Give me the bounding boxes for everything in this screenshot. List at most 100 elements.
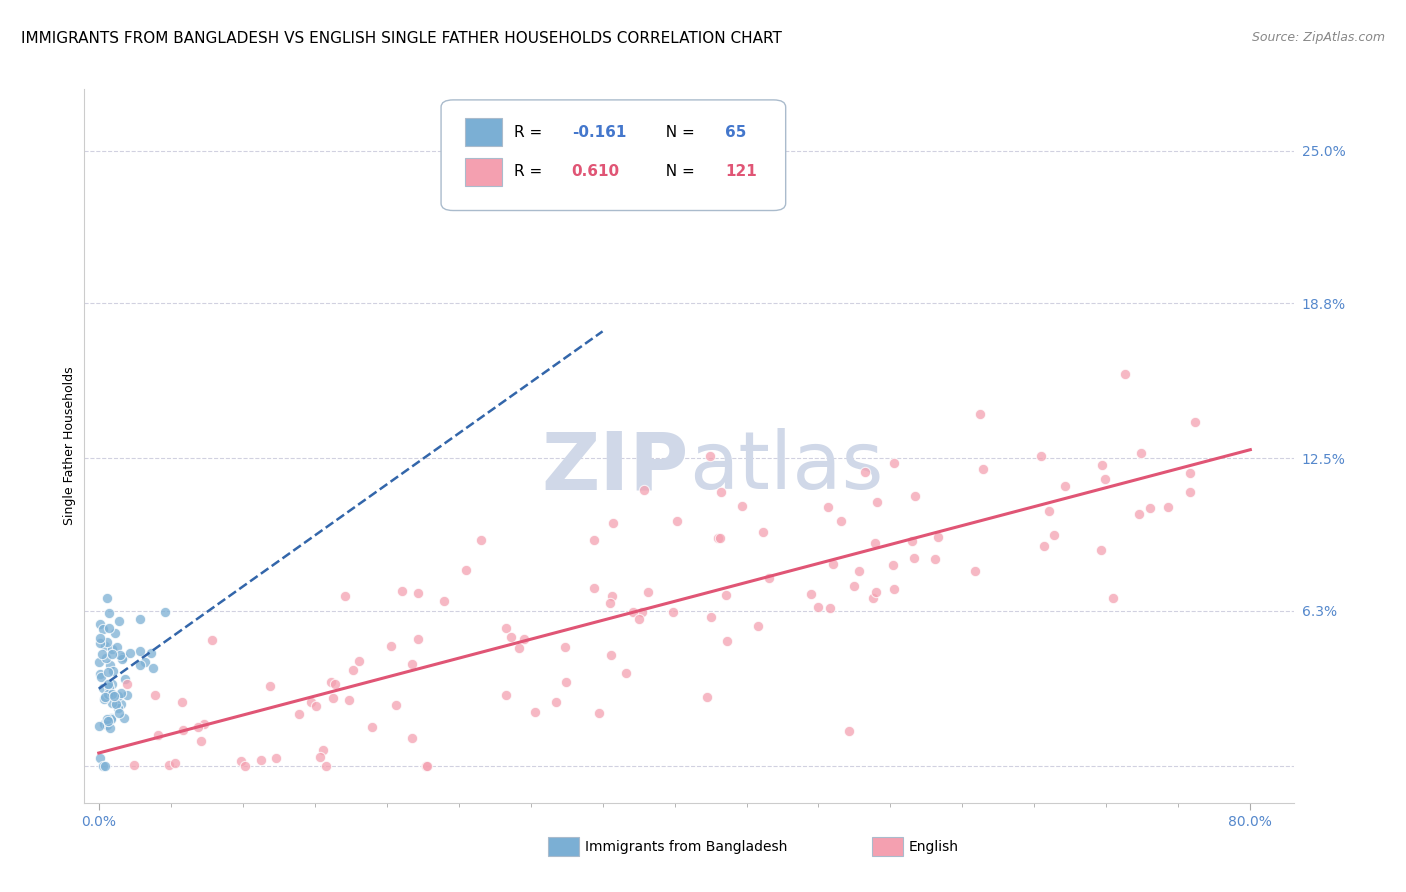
Point: [499, 631, 522, 645]
Point: [602, 516, 624, 531]
Point: [1043, 528, 1066, 542]
Text: -0.161: -0.161: [572, 125, 626, 140]
Point: [554, 675, 576, 690]
Point: [299, 695, 322, 709]
Point: [904, 489, 927, 503]
Text: 0.610: 0.610: [572, 164, 620, 179]
Point: [143, 688, 166, 702]
Point: [1184, 416, 1206, 430]
Point: [157, 758, 180, 772]
Text: R =: R =: [513, 125, 547, 140]
Point: [883, 457, 905, 471]
Point: [229, 755, 252, 769]
Text: atlas: atlas: [689, 428, 883, 507]
Point: [90, 670, 112, 684]
Point: [1114, 367, 1136, 381]
Point: [93, 692, 115, 706]
Point: [710, 485, 733, 500]
Point: [96, 651, 118, 665]
Point: [110, 698, 132, 712]
Point: [193, 717, 215, 731]
Point: [848, 564, 870, 578]
Point: [965, 564, 987, 578]
Point: [319, 675, 342, 690]
Point: [134, 656, 156, 670]
Point: [817, 500, 839, 514]
Point: [141, 661, 163, 675]
Point: [100, 712, 122, 726]
Point: [588, 706, 610, 721]
Point: [172, 723, 194, 737]
Point: [128, 658, 150, 673]
Point: [621, 605, 644, 619]
FancyBboxPatch shape: [441, 100, 786, 211]
Point: [129, 612, 152, 626]
Point: [98, 621, 121, 635]
Point: [513, 632, 536, 647]
Point: [454, 563, 477, 577]
Point: [883, 582, 905, 596]
Point: [924, 552, 946, 566]
Point: [633, 483, 655, 498]
Point: [969, 407, 991, 421]
Point: [187, 720, 209, 734]
Point: [342, 663, 364, 677]
Point: [1128, 507, 1150, 521]
Point: [401, 731, 423, 745]
Point: [385, 698, 408, 712]
Point: [104, 625, 127, 640]
Point: [1178, 485, 1201, 500]
Point: [107, 689, 129, 703]
Point: [112, 711, 135, 725]
Point: [637, 585, 659, 599]
Point: [807, 600, 830, 615]
Point: [129, 644, 152, 658]
Point: [1031, 449, 1053, 463]
Point: [865, 585, 887, 599]
Point: [89, 632, 111, 646]
Point: [758, 571, 780, 585]
Point: [97, 681, 120, 696]
Text: R =: R =: [513, 164, 547, 179]
Point: [190, 734, 212, 748]
Point: [830, 514, 852, 528]
Point: [583, 581, 606, 595]
Point: [699, 449, 721, 463]
Point: [108, 706, 131, 720]
Point: [844, 579, 866, 593]
Point: [1129, 446, 1152, 460]
Point: [87, 719, 110, 733]
Point: [882, 558, 904, 573]
Point: [508, 641, 530, 656]
Text: 65: 65: [725, 125, 747, 140]
Point: [752, 525, 775, 540]
Point: [1139, 501, 1161, 516]
Point: [111, 649, 134, 664]
Point: [93, 717, 115, 731]
Point: [105, 698, 128, 712]
Point: [98, 680, 121, 694]
Point: [98, 658, 121, 673]
Point: [103, 689, 125, 703]
Point: [583, 533, 606, 547]
Point: [337, 693, 360, 707]
Point: [696, 690, 718, 704]
Point: [250, 753, 273, 767]
Point: [110, 685, 132, 699]
Point: [631, 605, 654, 619]
Point: [259, 679, 281, 693]
Point: [91, 647, 114, 661]
Point: [707, 531, 730, 545]
Point: [96, 591, 118, 605]
Point: [122, 758, 145, 772]
Point: [322, 691, 344, 706]
Bar: [465, 158, 502, 186]
Text: Source: ZipAtlas.com: Source: ZipAtlas.com: [1251, 31, 1385, 45]
Point: [838, 724, 860, 739]
Text: N =: N =: [657, 164, 700, 179]
Point: [264, 751, 287, 765]
Point: [103, 664, 125, 678]
Point: [98, 721, 121, 735]
Point: [91, 759, 114, 773]
Point: [401, 657, 423, 671]
